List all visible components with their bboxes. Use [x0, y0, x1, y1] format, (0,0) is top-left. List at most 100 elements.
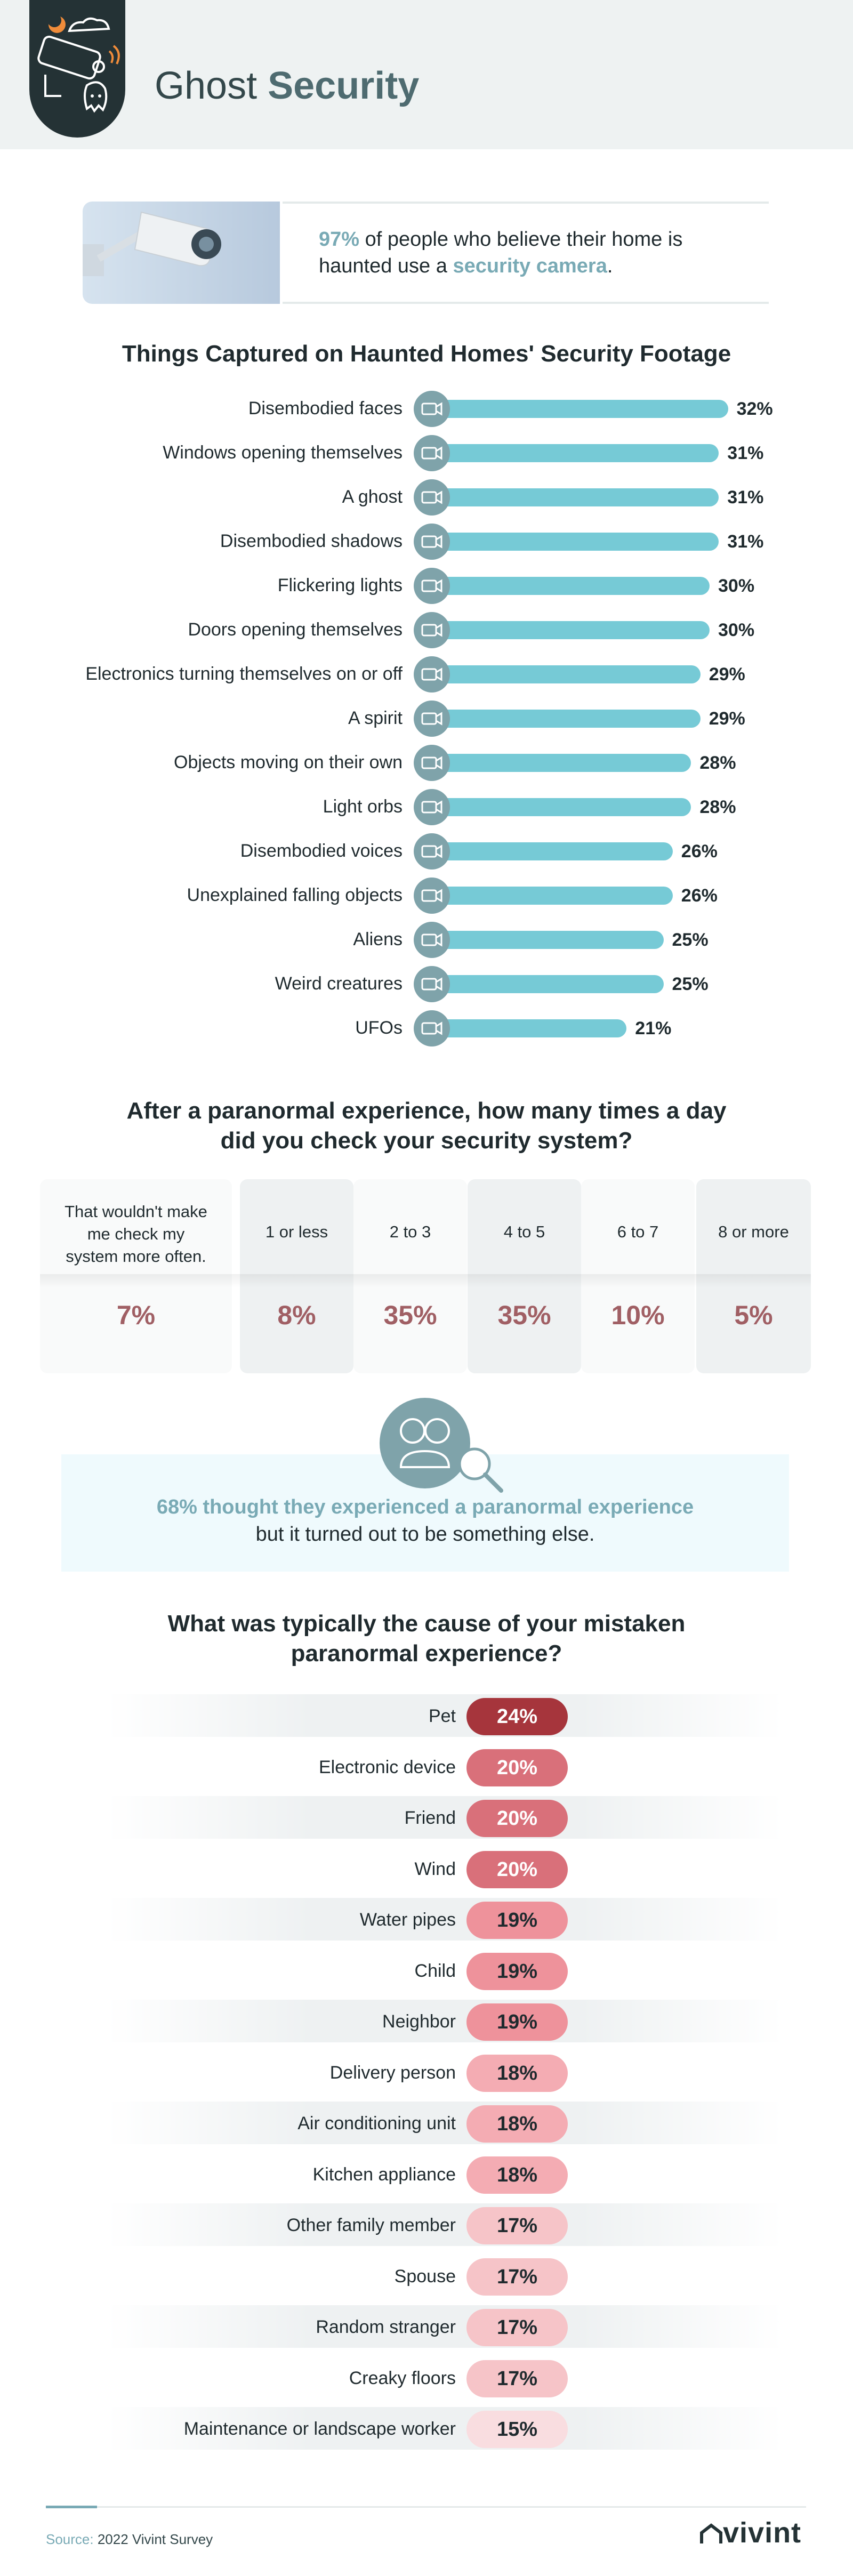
column-value: 8% [277, 1300, 316, 1330]
column-header-line: 2 to 3 [389, 1222, 431, 1241]
cause-label: Wind [414, 1858, 456, 1879]
footer-divider [97, 2506, 806, 2508]
column-value: 5% [734, 1300, 773, 1330]
column-header-line: 4 to 5 [503, 1222, 545, 1241]
bar-value: 21% [635, 1018, 672, 1039]
bar-label: Doors opening themselves [188, 619, 403, 640]
cause-chart-title: What was typically the cause of your mis… [167, 1611, 686, 1667]
bar [433, 798, 691, 816]
bar-value: 31% [727, 532, 764, 552]
bar-value: 30% [718, 576, 755, 596]
cause-label: Other family member [286, 2215, 456, 2235]
bar [433, 887, 673, 905]
table-column [40, 1179, 232, 1373]
bar-label: UFOs [355, 1018, 403, 1038]
column-header-line: me check my [87, 1225, 185, 1243]
cause-label: Friend [404, 1808, 456, 1828]
table-column [468, 1179, 581, 1373]
camera-icon [414, 966, 450, 1002]
camera-icon [414, 745, 450, 781]
bar-label: Disembodied shadows [220, 531, 403, 551]
cause-value-pill: 17% [466, 2258, 568, 2296]
cause-label: Maintenance or landscape worker [183, 2419, 456, 2439]
cause-value-pill: 24% [466, 1698, 568, 1735]
column-header-line: That wouldn't make [65, 1202, 207, 1221]
camera-icon [414, 435, 450, 471]
bar [433, 400, 728, 418]
camera-icon [414, 878, 450, 914]
row-band [107, 2000, 784, 2042]
cause-label: Spouse [394, 2266, 456, 2287]
cause-label: Random stranger [316, 2317, 456, 2337]
camera-icon [414, 656, 450, 693]
cause-label: Neighbor [382, 2011, 456, 2032]
bar-value: 29% [709, 709, 745, 729]
bar-label: Disembodied voices [240, 841, 403, 861]
page-title: Ghost Security [155, 65, 420, 107]
bar-label: Weird creatures [275, 973, 403, 994]
camera-icon [414, 789, 450, 825]
camera-icon [414, 524, 450, 560]
row-band [107, 2407, 784, 2450]
row-band [107, 1694, 784, 1737]
check-frequency-title: After a paranormal experience, how many … [126, 1098, 727, 1154]
security-camera-icon [83, 211, 221, 276]
column-value: 35% [383, 1300, 437, 1330]
bar-label: Disembodied faces [248, 398, 403, 418]
table-column [581, 1179, 695, 1373]
bar-label: Windows opening themselves [163, 442, 403, 463]
column-header: That wouldn't make me check my system more… [40, 1201, 232, 1268]
bar [433, 931, 664, 949]
row-band [107, 2203, 784, 2246]
camera-icon [414, 833, 450, 870]
header-band: Ghost Security [0, 0, 853, 149]
bar-value: 25% [672, 974, 709, 994]
intro-statement: 97% of people who believe their home is … [319, 228, 683, 277]
bar [433, 533, 719, 551]
ghost-camera-badge [29, 0, 125, 138]
bar-value: 25% [672, 930, 709, 950]
bar-label: Objects moving on their own [174, 752, 403, 772]
camera-icon [414, 479, 450, 516]
bar-value: 28% [699, 753, 736, 773]
cause-label: Pet [428, 1706, 456, 1726]
bar-value: 31% [727, 443, 764, 463]
camera-icon [414, 1010, 450, 1046]
cause-value-pill: 18% [466, 2156, 568, 2194]
bar-label: Electronics turning themselves on or off [85, 664, 403, 684]
source-note: Source: 2022 Vivint Survey [46, 2531, 213, 2547]
column-header: 8 or more [696, 1221, 811, 1243]
table-column [353, 1179, 467, 1373]
column-header: 4 to 5 [468, 1221, 581, 1243]
cause-value-pill: 18% [466, 2105, 568, 2143]
ghost-camera-icon [37, 17, 120, 113]
footage-chart-title: Things Captured on Haunted Homes' Securi… [122, 341, 731, 367]
bar [433, 1019, 627, 1037]
row-band [107, 1796, 784, 1839]
table-column [240, 1179, 353, 1373]
cause-value-pill: 20% [466, 1850, 568, 1888]
row-band [107, 1898, 784, 1941]
cause-value-pill: 20% [466, 1800, 568, 1837]
bar-value: 28% [699, 797, 736, 817]
bar-label: Light orbs [323, 796, 403, 817]
cause-label: Kitchen appliance [312, 2164, 456, 2185]
column-value: 10% [611, 1300, 665, 1330]
column-header-line: 1 or less [265, 1222, 328, 1241]
bar [433, 444, 719, 462]
cause-label: Air conditioning unit [297, 2113, 456, 2134]
row-band [107, 2102, 784, 2144]
bar-value: 31% [727, 487, 764, 508]
table-column [696, 1179, 811, 1373]
bar [433, 577, 710, 595]
callout-line-2: but it turned out to be something else. [255, 1523, 595, 1545]
bar [433, 710, 701, 728]
intro-divider-bottom [283, 302, 769, 304]
bar [433, 754, 691, 772]
footer-accent-line [46, 2506, 97, 2508]
bar [433, 975, 664, 993]
table-divider-shadow [40, 1274, 811, 1288]
bar-value: 32% [736, 399, 773, 419]
bar-label: A ghost [342, 487, 403, 507]
cause-value-pill: 19% [466, 1902, 568, 1939]
